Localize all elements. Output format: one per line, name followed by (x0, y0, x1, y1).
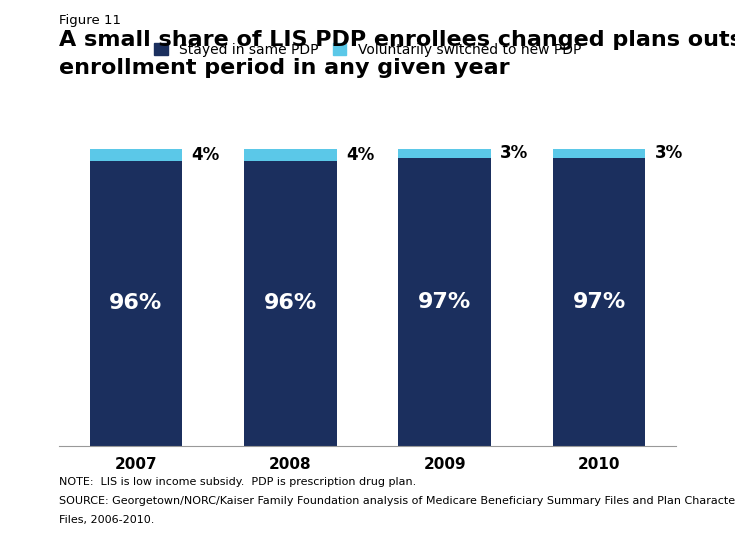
Bar (553, 158, 645, 446)
Text: 4%: 4% (346, 145, 374, 164)
Text: A small share of LIS PDP enrollees changed plans outside the annual: A small share of LIS PDP enrollees chang… (59, 30, 735, 50)
Text: 3%: 3% (501, 144, 528, 162)
Bar (244, 149, 337, 161)
Text: 97%: 97% (573, 292, 625, 312)
Text: SOURCE: Georgetown/NORC/Kaiser Family Foundation analysis of Medicare Beneficiar: SOURCE: Georgetown/NORC/Kaiser Family Fo… (59, 496, 735, 506)
Text: Files, 2006-2010.: Files, 2006-2010. (59, 515, 154, 525)
Bar (90, 161, 182, 446)
Text: 4%: 4% (192, 145, 220, 164)
Text: 96%: 96% (264, 294, 317, 314)
Bar (244, 161, 337, 446)
Text: 96%: 96% (110, 294, 162, 314)
Legend: Stayed in same PDP, Voluntarily switched to new PDP: Stayed in same PDP, Voluntarily switched… (154, 42, 581, 57)
Text: enrollment period in any given year: enrollment period in any given year (59, 58, 509, 78)
Text: Figure 11: Figure 11 (59, 14, 121, 27)
Bar (398, 158, 491, 446)
Text: 3%: 3% (655, 144, 683, 162)
Bar (553, 149, 645, 158)
Text: 97%: 97% (418, 292, 471, 312)
Text: NOTE:  LIS is low income subsidy.  PDP is prescription drug plan.: NOTE: LIS is low income subsidy. PDP is … (59, 477, 416, 487)
Bar (90, 149, 182, 161)
Bar (398, 149, 491, 158)
